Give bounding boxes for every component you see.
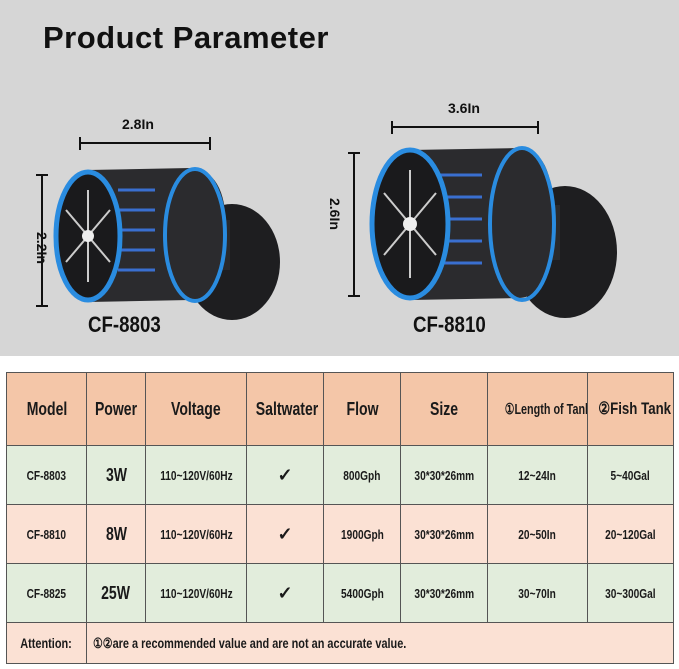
cell-saltwater-check: ✓ xyxy=(246,445,324,505)
cell-fish-tank: 5~40Gal xyxy=(587,445,674,505)
cell-voltage: 110~120V/60Hz xyxy=(145,563,247,623)
table-row: CF-8810 8W 110~120V/60Hz ✓ 1900Gph 30*30… xyxy=(6,504,674,564)
header-saltwater: Saltwater xyxy=(246,372,324,446)
cell-voltage: 110~120V/60Hz xyxy=(145,445,247,505)
width-label-cf-8803: 2.8In xyxy=(122,116,154,132)
cell-size: 30*30*26mm xyxy=(400,563,488,623)
cell-model: CF-8825 xyxy=(6,563,87,623)
header-length-of-tank: ①Length of Tank xyxy=(487,372,588,446)
cell-power: 25W xyxy=(86,563,146,623)
parameter-table: Model Power Voltage Saltwater Flow Size … xyxy=(6,372,674,664)
cell-fish-tank: 20~120Gal xyxy=(587,504,674,564)
page-title: Product Parameter xyxy=(43,20,329,55)
cell-length: 30~70In xyxy=(487,563,588,623)
cell-voltage: 110~120V/60Hz xyxy=(145,504,247,564)
table-row: CF-8825 25W 110~120V/60Hz ✓ 5400Gph 30*3… xyxy=(6,563,674,623)
cell-fish-tank: 30~300Gal xyxy=(587,563,674,623)
cell-size: 30*30*26mm xyxy=(400,504,488,564)
cell-flow: 800Gph xyxy=(323,445,401,505)
attention-note: ①②are a recommended value and are not an… xyxy=(86,622,674,664)
header-flow: Flow xyxy=(323,372,401,446)
pump-cf-8810-image xyxy=(369,146,617,318)
header-voltage: Voltage xyxy=(145,372,247,446)
height-label-cf-8803: 2.2In xyxy=(34,232,50,264)
cell-length: 12~24In xyxy=(487,445,588,505)
width-label-cf-8810: 3.6In xyxy=(448,100,480,116)
attention-row: Attention: ①②are a recommended value and… xyxy=(6,622,674,664)
cell-size: 30*30*26mm xyxy=(400,445,488,505)
table-header-row: Model Power Voltage Saltwater Flow Size … xyxy=(6,372,674,446)
model-label-cf-8803: CF-8803 xyxy=(88,312,161,337)
header-model: Model xyxy=(6,372,87,446)
cell-length: 20~50In xyxy=(487,504,588,564)
cell-power: 3W xyxy=(86,445,146,505)
model-label-cf-8810: CF-8810 xyxy=(413,312,486,337)
cell-model: CF-8803 xyxy=(6,445,87,505)
cell-flow: 1900Gph xyxy=(323,504,401,564)
header-fish-tank: ②Fish Tank xyxy=(587,372,674,446)
pump-cf-8803-image xyxy=(53,167,280,320)
cell-flow: 5400Gph xyxy=(323,563,401,623)
cell-model: CF-8810 xyxy=(6,504,87,564)
width-dimension-line xyxy=(36,121,539,307)
cell-saltwater-check: ✓ xyxy=(246,563,324,623)
height-label-cf-8810: 2.6In xyxy=(327,198,343,230)
attention-label: Attention: xyxy=(6,622,87,664)
table-row: CF-8803 3W 110~120V/60Hz ✓ 800Gph 30*30*… xyxy=(6,445,674,505)
cell-saltwater-check: ✓ xyxy=(246,504,324,564)
pump-illustrations xyxy=(36,121,617,320)
header-power: Power xyxy=(86,372,146,446)
header-size: Size xyxy=(400,372,488,446)
cell-power: 8W xyxy=(86,504,146,564)
